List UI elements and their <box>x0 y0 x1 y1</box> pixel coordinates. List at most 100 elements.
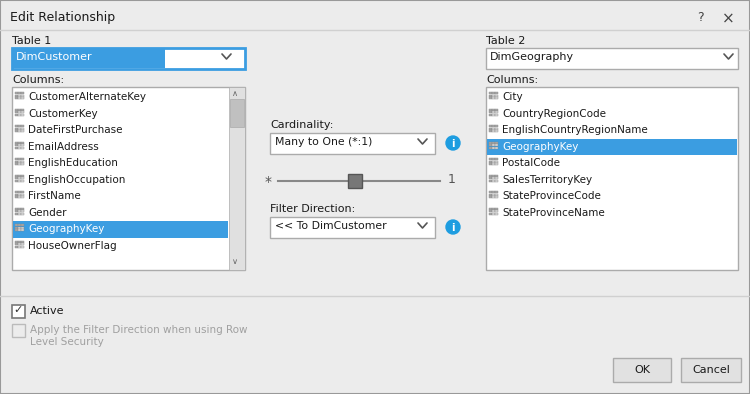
Bar <box>489 92 492 94</box>
Bar <box>21 113 24 116</box>
Bar <box>15 158 18 160</box>
Text: EmailAddress: EmailAddress <box>28 141 99 152</box>
Text: i: i <box>452 223 454 232</box>
Bar <box>489 177 492 179</box>
Text: GeographyKey: GeographyKey <box>502 141 578 152</box>
Bar <box>21 147 24 149</box>
Text: Apply the Filter Direction when using Row: Apply the Filter Direction when using Ro… <box>30 325 248 335</box>
Text: DimCustomer: DimCustomer <box>16 52 93 62</box>
Text: CountryRegionCode: CountryRegionCode <box>502 108 606 119</box>
Bar <box>495 191 498 193</box>
Bar <box>495 208 498 210</box>
Bar <box>21 245 24 248</box>
Bar <box>18 243 21 245</box>
Text: ∨: ∨ <box>232 257 238 266</box>
Text: Filter Direction:: Filter Direction: <box>270 204 356 214</box>
Bar <box>495 177 498 179</box>
Bar <box>495 92 498 94</box>
Bar <box>492 196 495 198</box>
Bar <box>21 125 24 127</box>
Bar <box>492 92 495 94</box>
Bar <box>492 97 495 99</box>
Bar <box>18 111 21 113</box>
Bar <box>492 175 495 177</box>
Bar <box>489 193 492 196</box>
Bar <box>495 210 498 212</box>
Bar <box>21 95 24 97</box>
Text: 1: 1 <box>448 173 456 186</box>
Bar <box>489 141 492 144</box>
Bar <box>489 125 492 127</box>
Bar <box>18 163 21 165</box>
Bar <box>489 108 492 111</box>
Bar <box>489 128 492 130</box>
Bar <box>495 160 498 163</box>
Bar <box>18 130 21 132</box>
Bar <box>15 97 18 99</box>
Text: ?: ? <box>697 11 703 24</box>
Text: OK: OK <box>634 365 650 375</box>
Bar <box>495 97 498 99</box>
Bar <box>15 147 18 149</box>
Bar <box>18 208 21 210</box>
Bar <box>492 212 495 215</box>
Bar <box>492 193 495 196</box>
Text: SalesTerritoryKey: SalesTerritoryKey <box>502 175 592 184</box>
Bar <box>489 212 492 215</box>
Bar <box>12 324 25 337</box>
Bar <box>21 208 24 210</box>
Text: i: i <box>452 139 454 149</box>
Bar <box>489 111 492 113</box>
Bar <box>492 144 495 146</box>
Bar <box>270 133 435 154</box>
Bar <box>21 175 24 177</box>
Text: Cardinality:: Cardinality: <box>270 120 333 130</box>
Bar <box>21 177 24 179</box>
Bar <box>21 210 24 212</box>
Text: HouseOwnerFlag: HouseOwnerFlag <box>28 240 117 251</box>
Bar <box>15 193 18 196</box>
Bar <box>495 125 498 127</box>
Text: Cancel: Cancel <box>692 365 730 375</box>
Bar <box>492 180 495 182</box>
Bar <box>21 111 24 113</box>
Bar <box>18 229 21 231</box>
Bar <box>15 191 18 193</box>
Text: Table 1: Table 1 <box>12 36 51 46</box>
Bar <box>15 160 18 163</box>
Bar <box>495 212 498 215</box>
Text: Columns:: Columns: <box>12 75 64 85</box>
Text: PostalCode: PostalCode <box>502 158 560 168</box>
Bar <box>21 180 24 182</box>
Bar <box>18 128 21 130</box>
Bar <box>495 163 498 165</box>
Bar <box>21 224 24 226</box>
Bar <box>15 95 18 97</box>
Bar <box>18 245 21 248</box>
Text: Edit Relationship: Edit Relationship <box>10 11 115 24</box>
Bar <box>492 95 495 97</box>
Bar <box>495 128 498 130</box>
Bar <box>18 92 21 94</box>
Bar <box>495 130 498 132</box>
Bar <box>489 160 492 163</box>
Bar <box>21 227 24 229</box>
Bar <box>15 210 18 212</box>
Bar <box>21 193 24 196</box>
Bar <box>270 217 435 238</box>
Bar <box>492 141 495 144</box>
Bar <box>495 144 498 146</box>
Bar <box>15 108 18 111</box>
Bar <box>15 224 18 226</box>
Text: CustomerAlternateKey: CustomerAlternateKey <box>28 92 146 102</box>
Bar <box>13 221 228 238</box>
Bar <box>489 97 492 99</box>
Bar <box>489 163 492 165</box>
Text: Table 2: Table 2 <box>486 36 525 46</box>
Bar <box>486 87 738 270</box>
Bar <box>492 163 495 165</box>
Bar <box>489 210 492 212</box>
Bar <box>18 95 21 97</box>
Bar <box>495 108 498 111</box>
Bar <box>21 240 24 243</box>
